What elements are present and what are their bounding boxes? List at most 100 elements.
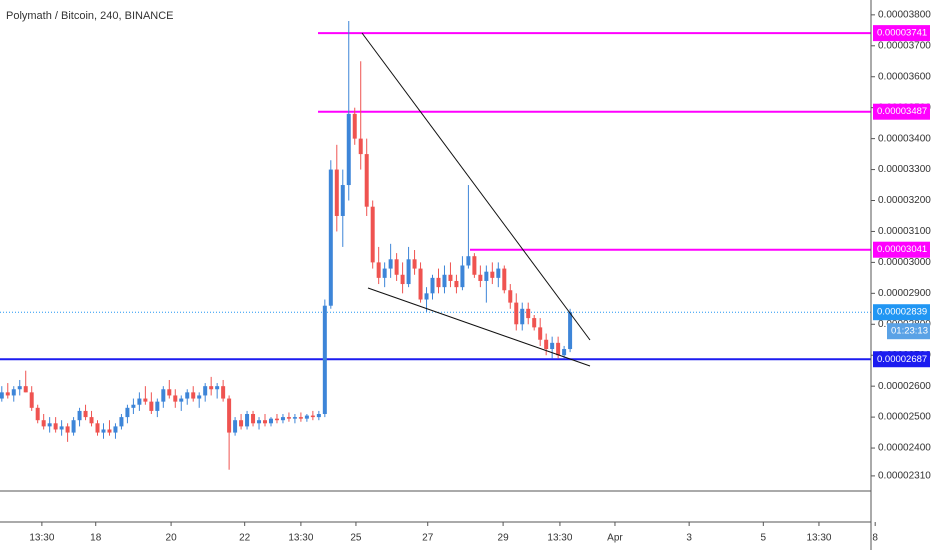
- candle-body: [131, 404, 136, 408]
- countdown-label: 01:23:13: [891, 326, 928, 337]
- candle-body: [370, 206, 375, 263]
- candle-body: [161, 389, 166, 402]
- current-price-box: [873, 304, 930, 321]
- candle-body: [11, 389, 16, 396]
- candle-body: [245, 414, 250, 427]
- candle-body: [209, 386, 214, 390]
- time-axis: [0, 522, 871, 550]
- candle-body: [59, 426, 64, 430]
- level-label: 0.00003487: [877, 106, 927, 117]
- candle-body: [454, 280, 459, 288]
- candle-body: [221, 386, 226, 399]
- x-tick-label: 27: [422, 533, 434, 544]
- candle-body: [23, 386, 28, 393]
- level-label-box: [873, 351, 930, 368]
- x-tick-label: 20: [166, 533, 178, 544]
- candle-body: [41, 420, 46, 427]
- candle-body: [298, 417, 303, 419]
- y-tick-label: 0.00003700: [878, 40, 931, 51]
- candle-body: [53, 423, 58, 430]
- candle-body: [484, 271, 489, 281]
- candle-body: [268, 418, 273, 424]
- candle-body: [179, 398, 184, 402]
- countdown-box: [887, 323, 930, 340]
- candle-body: [466, 256, 471, 266]
- candle-body: [47, 423, 52, 427]
- candle-body: [251, 414, 256, 424]
- candle-body: [17, 386, 22, 390]
- y-tick-label: 0.00003300: [878, 164, 931, 175]
- candle-body: [316, 414, 321, 418]
- candle-body: [77, 410, 82, 421]
- candle-body: [310, 415, 315, 418]
- candle-body: [233, 420, 238, 433]
- candle-body: [89, 417, 94, 424]
- level-label: 0.00003041: [877, 244, 927, 255]
- candle-body: [65, 426, 70, 433]
- x-tick-label: 13:30: [547, 533, 572, 544]
- candle-body: [203, 386, 208, 396]
- candle-body: [568, 312, 573, 350]
- candle-body: [376, 262, 381, 278]
- candle-body: [274, 418, 279, 421]
- candle-body: [215, 386, 220, 390]
- candle-body: [71, 420, 76, 433]
- candle-body: [412, 259, 417, 269]
- candle-body: [173, 395, 178, 402]
- candle-body: [424, 293, 429, 300]
- y-tick-label: 0.00003800: [878, 9, 931, 20]
- candle-body: [514, 302, 519, 325]
- y-tick-label: 0.00003600: [878, 71, 931, 82]
- candle-body: [29, 392, 34, 408]
- axes: 0.00002310 0.00002400 0.00002500 0.00002600…: [29, 9, 931, 543]
- candle-body: [502, 268, 507, 291]
- candle-body: [436, 277, 441, 288]
- candle-body: [155, 401, 160, 411]
- candle-body: [83, 410, 88, 418]
- candle-body: [544, 339, 549, 350]
- candle-body: [538, 327, 543, 340]
- candle-body: [460, 265, 465, 288]
- candle-body: [442, 274, 447, 288]
- candle-body: [35, 407, 40, 421]
- candle-body: [358, 138, 363, 155]
- candle-body: [490, 271, 495, 278]
- candle-body: [280, 417, 285, 421]
- candle-body: [0, 392, 4, 399]
- level-label: 0.00002687: [877, 354, 927, 365]
- candle-body: [113, 426, 118, 433]
- candle-body: [304, 415, 309, 419]
- y-tick-label: 0.00002310: [878, 471, 931, 482]
- candle-body: [322, 305, 327, 415]
- level-label-box: [873, 25, 930, 42]
- candle-body: [107, 429, 112, 433]
- x-tick-label: 13:30: [29, 533, 54, 544]
- x-tick-label: 22: [239, 533, 251, 544]
- candle-body: [556, 342, 561, 356]
- candle-body: [406, 259, 411, 285]
- current-price-label: 0.00002839: [877, 307, 927, 318]
- candle-body: [239, 420, 244, 427]
- candle-body: [101, 429, 106, 433]
- candle-body: [520, 308, 525, 325]
- candle-body: [263, 420, 268, 424]
- x-tick-label: Apr: [607, 533, 623, 544]
- candle-body: [532, 318, 537, 328]
- candle-body: [400, 274, 405, 285]
- candle-body: [292, 417, 297, 419]
- candle-body: [149, 401, 154, 411]
- x-tick-label: 29: [498, 533, 510, 544]
- candle-body: [550, 342, 555, 350]
- candle-body: [119, 417, 124, 427]
- candle-body: [508, 290, 513, 303]
- candle-body: [364, 154, 369, 207]
- candle-body: [382, 268, 387, 278]
- candle-body: [430, 277, 435, 294]
- candle-body: [137, 398, 142, 405]
- candle-body: [340, 185, 345, 216]
- candle-body: [167, 389, 172, 396]
- x-tick-label: 13:30: [288, 533, 313, 544]
- x-tick-label: 13:30: [806, 533, 831, 544]
